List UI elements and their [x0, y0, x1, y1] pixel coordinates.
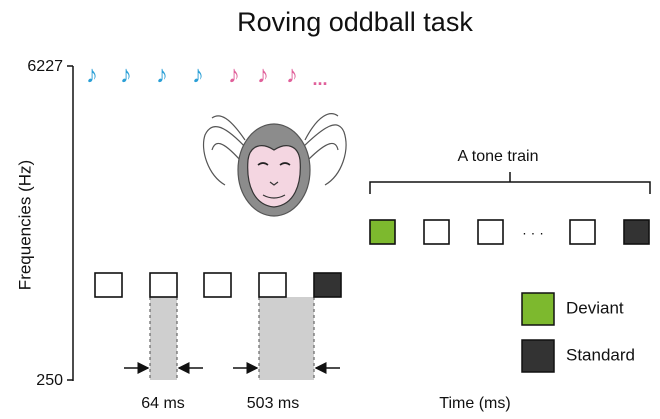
y-axis-label: Frequencies (Hz): [15, 160, 34, 290]
legend-swatch: [521, 292, 555, 326]
tone: [369, 219, 396, 245]
note: ♪: [228, 61, 240, 88]
x-axis-label: Time (ms): [439, 395, 510, 412]
duration-label: 503 ms: [247, 395, 299, 412]
ellipsis: · · ·: [522, 225, 544, 241]
legend-swatch: [521, 339, 555, 373]
y-tick-label: 6227: [27, 58, 63, 75]
duration-bar: [150, 297, 177, 380]
duration-bar: [259, 297, 314, 380]
note: ♪: [192, 61, 204, 88]
legend-label: Standard: [566, 345, 635, 364]
duration-label: 64 ms: [141, 395, 185, 412]
note: ♪: [120, 61, 132, 88]
tone: [258, 272, 287, 298]
dashed-edges: [149, 297, 315, 380]
bracket: [369, 172, 651, 194]
notes: ♪ ♪ ♪ ♪ ♪ ♪ ♪: [86, 61, 298, 88]
title: Roving oddball task: [237, 7, 473, 37]
tone: [149, 272, 178, 298]
tone: [203, 272, 232, 298]
tone: [477, 219, 504, 245]
tone-train-label: A tone train: [458, 148, 539, 165]
note: ♪: [156, 61, 168, 88]
tone: [313, 272, 342, 298]
note: ♪: [286, 61, 298, 88]
note: ♪: [86, 61, 98, 88]
y-tick-label: 250: [36, 372, 63, 389]
tone: [423, 219, 450, 245]
note: ♪: [257, 61, 269, 88]
tone: [623, 219, 650, 245]
legend-label: Deviant: [566, 298, 624, 317]
tone: [94, 272, 123, 298]
monkey-illustration: [203, 113, 347, 217]
tone: [569, 219, 596, 245]
notes-ellipsis: ...: [312, 69, 327, 89]
